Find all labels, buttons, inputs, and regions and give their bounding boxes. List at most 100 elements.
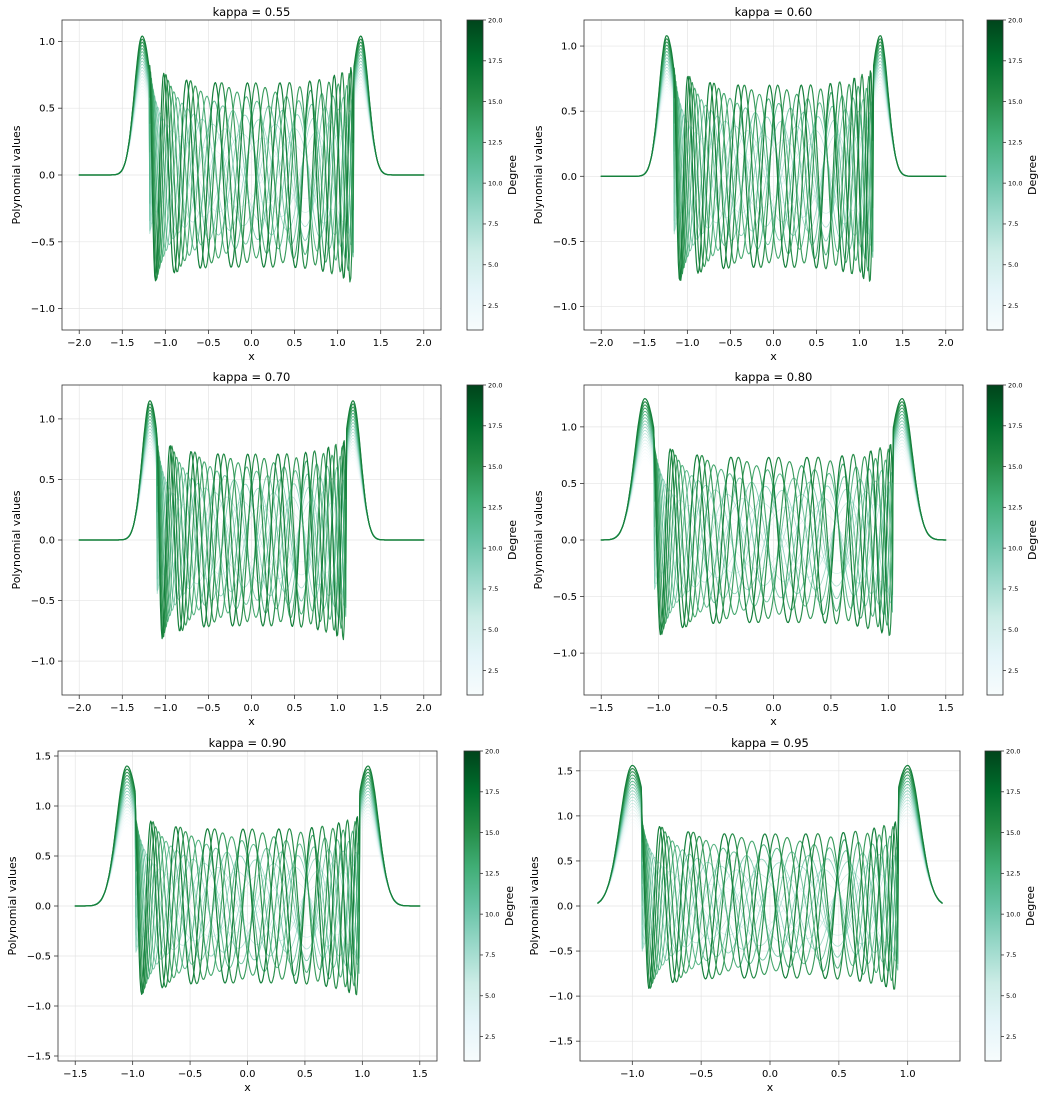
x-tick-label: −1.5 — [110, 703, 134, 714]
series-degree-11 — [597, 793, 943, 954]
series-group — [600, 398, 947, 636]
x-tick-label: 0.0 — [766, 703, 782, 714]
series-degree-3 — [74, 819, 421, 925]
series-degree-20 — [600, 398, 947, 636]
colorbar-label: Degree — [1024, 886, 1037, 926]
x-tick-label: 2.0 — [938, 338, 954, 349]
colorbar-tick-label: 5.0 — [488, 626, 498, 634]
x-tick-label: −0.5 — [689, 1069, 713, 1080]
x-tick-label: 1.5 — [412, 1069, 428, 1080]
colorbar-tick-label: 2.5 — [488, 667, 498, 675]
panel-5: −1.5 −1.0 −0.5 0.0 0.5 1.0 1.5 −1.5 −1.0 −0.5 0.0 0… — [6, 736, 516, 1094]
colorbar-tick-label: 12.5 — [1008, 504, 1022, 512]
colorbar-tick-label: 7.5 — [485, 951, 495, 959]
series-group — [78, 400, 425, 641]
y-tick-label: −1.5 — [27, 1052, 51, 1063]
colorbar-tick-label: 2.5 — [485, 1033, 495, 1041]
colorbar-tick-label: 12.5 — [485, 870, 499, 878]
colorbar-tick-label: 17.5 — [488, 57, 502, 65]
x-tick-label: −1.0 — [153, 338, 177, 349]
x-tick-label: −0.5 — [196, 338, 220, 349]
colorbar-tick-label: 20.0 — [1008, 381, 1022, 389]
colorbar-tick-label: 5.0 — [1008, 626, 1018, 634]
series-degree-3 — [78, 88, 425, 197]
x-tick-label: 1.5 — [373, 338, 389, 349]
series-degree-3 — [78, 453, 425, 561]
x-tick-label: 1.0 — [852, 338, 868, 349]
y-tick-label: −0.5 — [553, 237, 577, 248]
x-tick-label: 0.0 — [244, 338, 260, 349]
colorbar-gradient — [466, 19, 484, 331]
colorbar-tick-label: 17.5 — [1008, 422, 1022, 430]
colorbar-label: Degree — [506, 520, 519, 560]
colorbar-tick-label: 10.0 — [488, 179, 502, 187]
x-tick-label: 1.0 — [330, 703, 346, 714]
colorbar-tick-label: 7.5 — [1008, 585, 1018, 593]
colorbar-tick-label: 17.5 — [1006, 788, 1020, 796]
y-axis-label: Polynomial values — [532, 490, 545, 589]
series-degree-20 — [74, 765, 421, 996]
y-tick-label: 0.5 — [39, 475, 55, 486]
x-tick-label: 1.0 — [330, 338, 346, 349]
colorbar-tick-label: 10.0 — [1008, 179, 1022, 187]
x-axis-label: x — [770, 350, 777, 363]
x-axis-label: x — [767, 1081, 774, 1094]
colorbar-label: Degree — [1026, 520, 1039, 560]
y-tick-label: 0.5 — [35, 852, 51, 863]
series-degree-13 — [74, 787, 421, 967]
series-group — [74, 765, 421, 996]
y-tick-label: 0.0 — [557, 902, 573, 913]
series-degree-7 — [78, 76, 425, 219]
x-tick-label: −0.5 — [704, 703, 728, 714]
colorbar-tick-label: 20.0 — [1008, 16, 1022, 24]
series-degree-1 — [74, 825, 421, 915]
x-tick-label: −1.0 — [647, 703, 671, 714]
series-degree-5 — [74, 812, 421, 933]
x-tick-label: −1.0 — [620, 1069, 644, 1080]
colorbar-tick-label: 15.0 — [488, 98, 502, 106]
x-tick-label: 0.5 — [831, 1069, 847, 1080]
x-axis-label: x — [770, 715, 777, 728]
x-tick-label: 0.5 — [823, 703, 839, 714]
colorbar: 2.5 5.0 7.5 10.0 12.5 15.0 17.5 20.0 Degree — [466, 381, 519, 696]
colorbar-tick-label: 10.0 — [485, 910, 499, 918]
colorbar: 2.5 5.0 7.5 10.0 12.5 15.0 17.5 20.0 Degree — [463, 747, 516, 1062]
x-tick-label: 1.5 — [938, 703, 954, 714]
colorbar-tick-label: 12.5 — [1006, 870, 1020, 878]
x-tick-label: 2.0 — [416, 703, 432, 714]
colorbar-tick-label: 5.0 — [1006, 992, 1016, 1000]
series-degree-16 — [74, 778, 421, 980]
colorbar-tick-label: 10.0 — [488, 544, 502, 552]
chart-title: kappa = 0.60 — [735, 5, 813, 19]
chart-title: kappa = 0.80 — [735, 370, 813, 384]
series-degree-4 — [74, 816, 421, 928]
series-degree-20 — [78, 400, 425, 640]
series-group — [600, 35, 947, 282]
chart-title: kappa = 0.95 — [731, 736, 809, 750]
x-tick-label: 1.0 — [880, 703, 896, 714]
colorbar-tick-label: 15.0 — [1008, 98, 1022, 106]
series-degree-14 — [74, 784, 421, 974]
colorbar-gradient — [986, 384, 1004, 696]
y-tick-label: −1.0 — [31, 657, 55, 668]
colorbar-tick-label: 5.0 — [488, 261, 498, 269]
series-degree-1 — [78, 95, 425, 185]
series-group — [597, 764, 943, 990]
y-tick-label: 0.0 — [39, 536, 55, 547]
x-axis-label: x — [244, 1081, 251, 1094]
colorbar-tick-label: 17.5 — [488, 422, 502, 430]
series-degree-1 — [78, 460, 425, 549]
series-degree-6 — [78, 79, 425, 213]
y-tick-label: 0.5 — [561, 107, 577, 118]
series-degree-4 — [600, 85, 947, 202]
y-axis-label: Polynomial values — [532, 125, 545, 224]
x-tick-label: −0.5 — [718, 338, 742, 349]
colorbar-tick-label: 5.0 — [485, 992, 495, 1000]
y-tick-label: 0.0 — [561, 536, 577, 547]
series-degree-10 — [74, 797, 421, 956]
series-degree-20 — [597, 764, 943, 989]
y-tick-label: 1.0 — [557, 811, 573, 822]
colorbar-tick-label: 7.5 — [488, 220, 498, 228]
x-tick-label: −2.0 — [67, 338, 91, 349]
series-degree-2 — [78, 92, 425, 190]
